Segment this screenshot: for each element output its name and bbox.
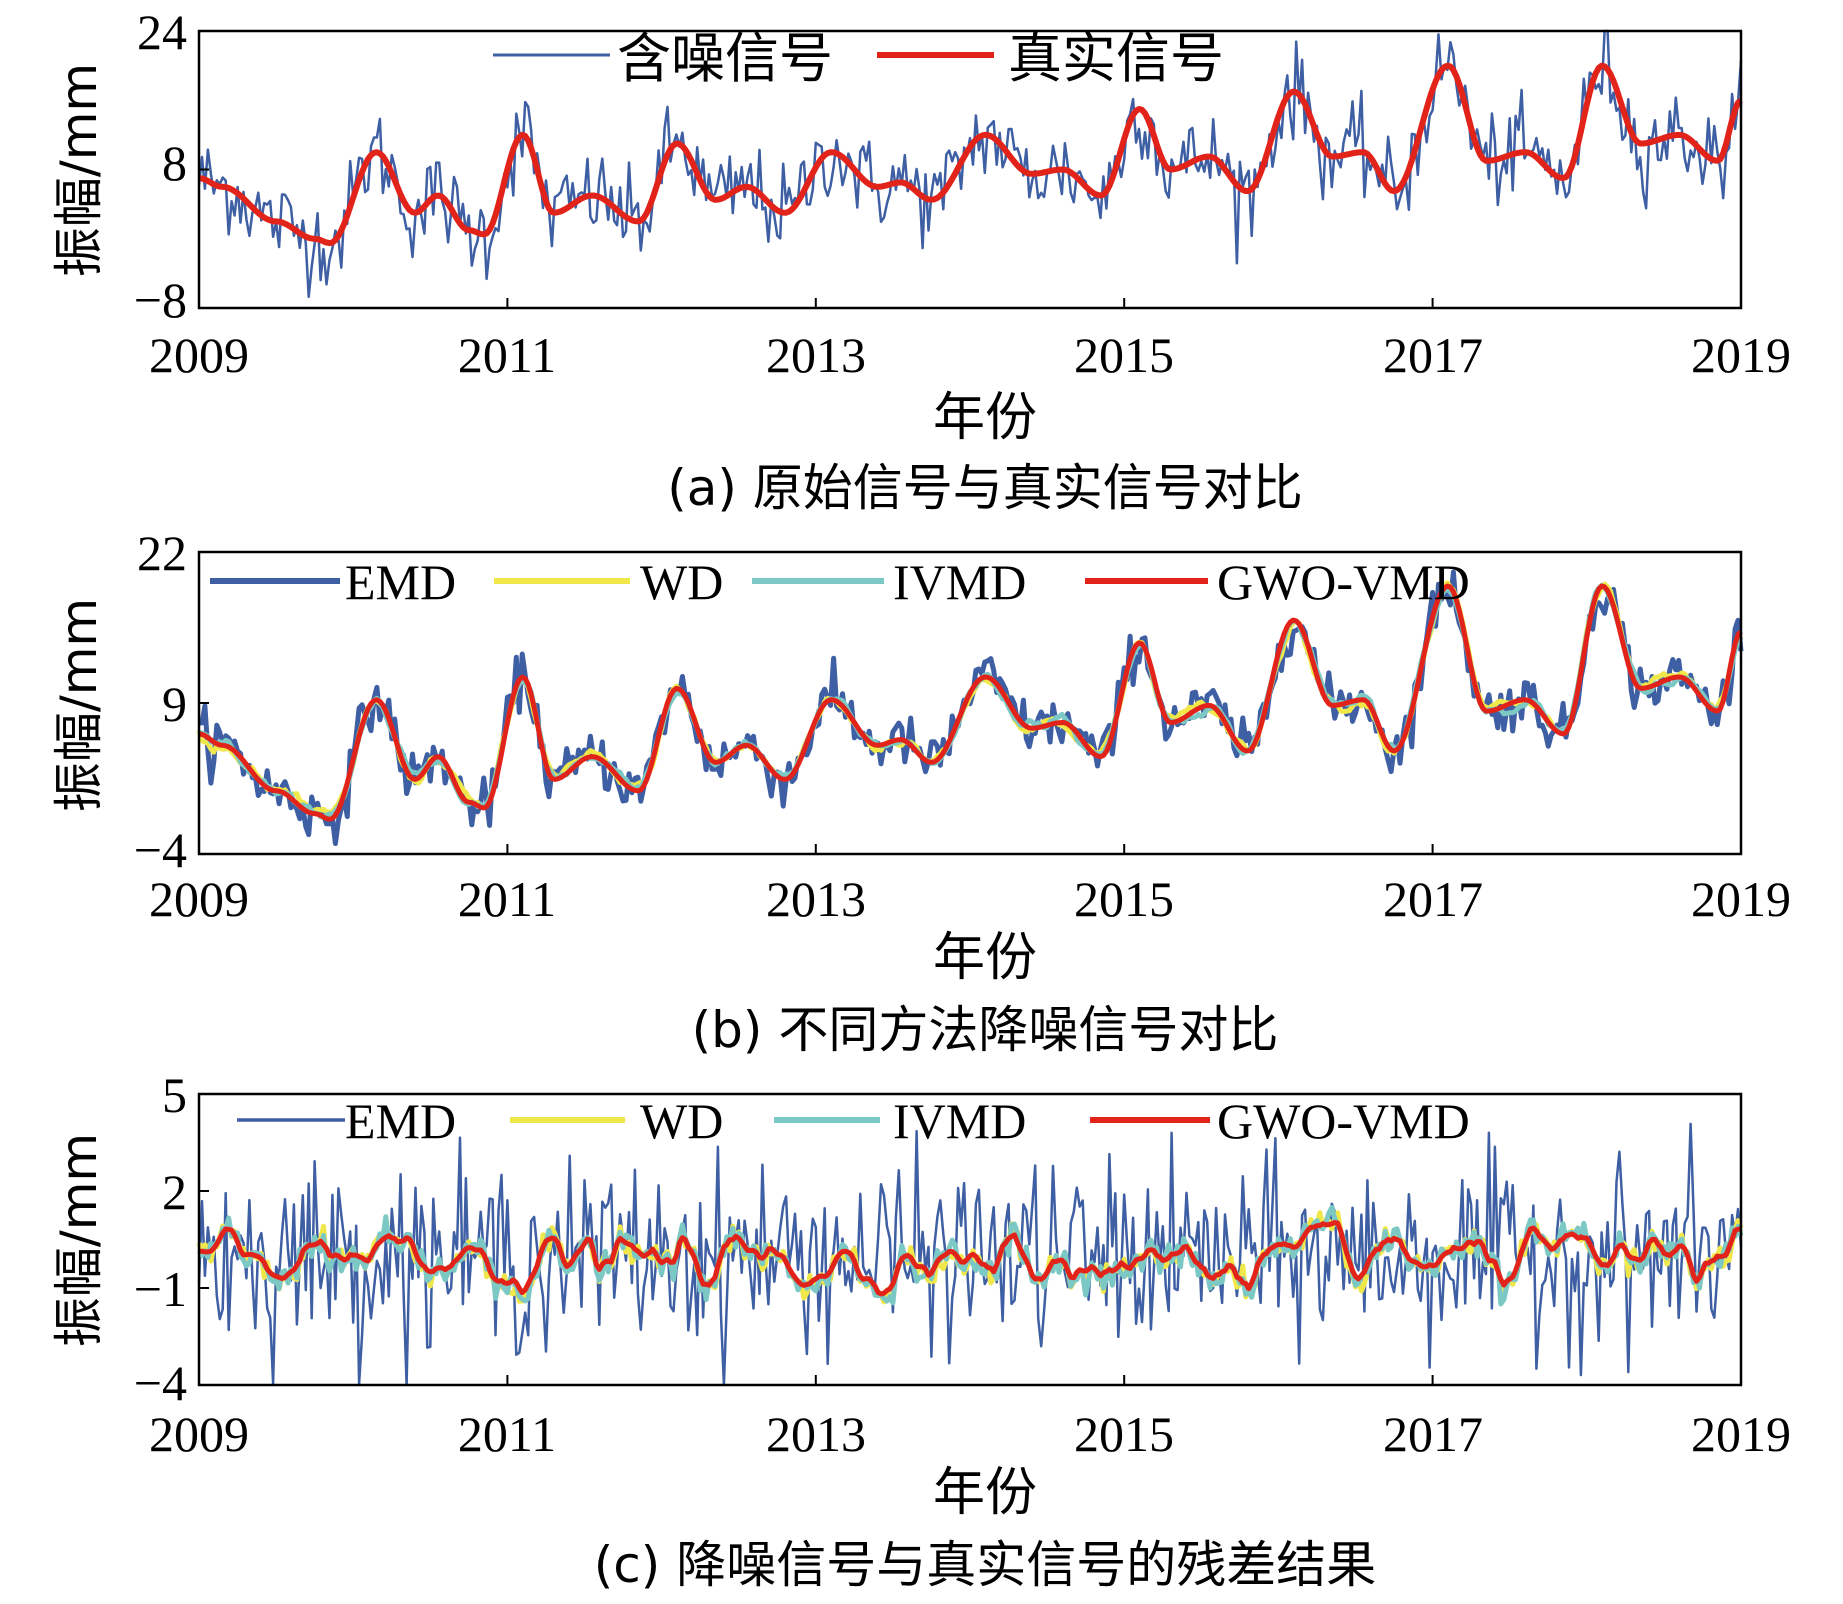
panel-b-ylabel: 振幅/mm bbox=[50, 598, 108, 812]
panel-c-ytick-label: −4 bbox=[134, 1355, 187, 1411]
panel-b-xtick-label: 2013 bbox=[766, 871, 866, 927]
panel-a-xtick-label: 2017 bbox=[1383, 327, 1483, 383]
panel-b: 22 9 −4 2009 2011 2013 2015 2017 2019 年份… bbox=[50, 525, 1791, 1059]
series-line-true bbox=[198, 62, 1743, 247]
panel-b-ticks bbox=[198, 551, 1742, 855]
panel-b-series bbox=[196, 569, 1744, 846]
panel-c-caption: (c) 降噪信号与真实信号的残差结果 bbox=[594, 1536, 1376, 1594]
panel-a-series bbox=[197, 29, 1743, 299]
panel-c-xtick-label: 2009 bbox=[149, 1406, 249, 1462]
panel-b-xtick-label: 2009 bbox=[149, 871, 249, 927]
legend-label-noisy: 含噪信号 bbox=[617, 27, 833, 90]
panel-a-xtick-label: 2009 bbox=[149, 327, 249, 383]
panel-b-xtick-label: 2011 bbox=[458, 871, 556, 927]
panel-c-ytick-label: 2 bbox=[162, 1164, 187, 1220]
panel-a-ytick-label: 24 bbox=[137, 4, 187, 60]
panel-a-xtick-label: 2011 bbox=[458, 327, 556, 383]
legend-label-emd: EMD bbox=[345, 554, 456, 610]
legend-label-emd: EMD bbox=[345, 1093, 456, 1149]
panel-a-xlabel: 年份 bbox=[933, 388, 1037, 448]
legend-label-gwo: GWO-VMD bbox=[1217, 1093, 1470, 1149]
panel-a: 24 8 −8 2009 2011 2013 2015 2017 2019 年份… bbox=[50, 4, 1791, 517]
legend-label-ivmd: IVMD bbox=[893, 1093, 1026, 1149]
panel-c: 5 2 −1 −4 2009 2011 2013 2015 2017 2019 … bbox=[50, 1067, 1791, 1594]
legend-label-ivmd: IVMD bbox=[893, 554, 1026, 610]
series-line-emd bbox=[198, 569, 1744, 846]
panel-a-xtick-label: 2013 bbox=[766, 327, 866, 383]
panel-b-ytick-label: 22 bbox=[137, 525, 187, 581]
panel-c-ticks bbox=[198, 1093, 1742, 1386]
legend-label-wd: WD bbox=[640, 554, 723, 610]
panel-c-xtick-label: 2017 bbox=[1383, 1406, 1483, 1462]
legend-label-wd: WD bbox=[640, 1093, 723, 1149]
panel-b-xtick-label: 2019 bbox=[1691, 871, 1791, 927]
panel-b-caption: (b) 不同方法降噪信号对比 bbox=[692, 1001, 1279, 1059]
panel-c-ytick-label: 5 bbox=[162, 1067, 187, 1123]
series-line-emd bbox=[197, 1122, 1743, 1387]
panel-b-ytick-label: 9 bbox=[162, 676, 187, 732]
panel-c-xtick-label: 2011 bbox=[458, 1406, 556, 1462]
panel-a-ytick-label: 8 bbox=[162, 135, 187, 191]
series-line-gwo bbox=[198, 1220, 1742, 1297]
legend-label-true: 真实信号 bbox=[1008, 27, 1224, 90]
panel-b-ytick-label: −4 bbox=[134, 822, 187, 878]
panel-b-xtick-label: 2015 bbox=[1074, 871, 1174, 927]
panel-c-xtick-label: 2013 bbox=[766, 1406, 866, 1462]
panel-c-ylabel: 振幅/mm bbox=[50, 1133, 108, 1347]
panel-c-xlabel: 年份 bbox=[933, 1463, 1037, 1523]
panel-a-xtick-label: 2015 bbox=[1074, 327, 1174, 383]
panel-a-ylabel: 振幅/mm bbox=[50, 63, 108, 277]
panel-b-xtick-label: 2017 bbox=[1383, 871, 1483, 927]
panel-c-xtick-label: 2019 bbox=[1691, 1406, 1791, 1462]
panel-a-ticks bbox=[198, 30, 1742, 309]
panel-c-axes-box bbox=[197, 1092, 1743, 1387]
panel-b-xlabel: 年份 bbox=[933, 928, 1037, 988]
legend-label-gwo: GWO-VMD bbox=[1217, 554, 1470, 610]
panel-a-xtick-label: 2019 bbox=[1691, 327, 1791, 383]
panel-c-series bbox=[196, 1122, 1744, 1387]
series-line-gwo bbox=[198, 583, 1743, 822]
series-line-noisy bbox=[197, 29, 1743, 299]
panel-a-caption: (a) 原始信号与真实信号对比 bbox=[667, 459, 1303, 517]
panel-c-xtick-label: 2015 bbox=[1074, 1406, 1174, 1462]
panel-c-ytick-label: −1 bbox=[134, 1261, 187, 1317]
panel-a-ytick-label: −8 bbox=[134, 272, 187, 328]
